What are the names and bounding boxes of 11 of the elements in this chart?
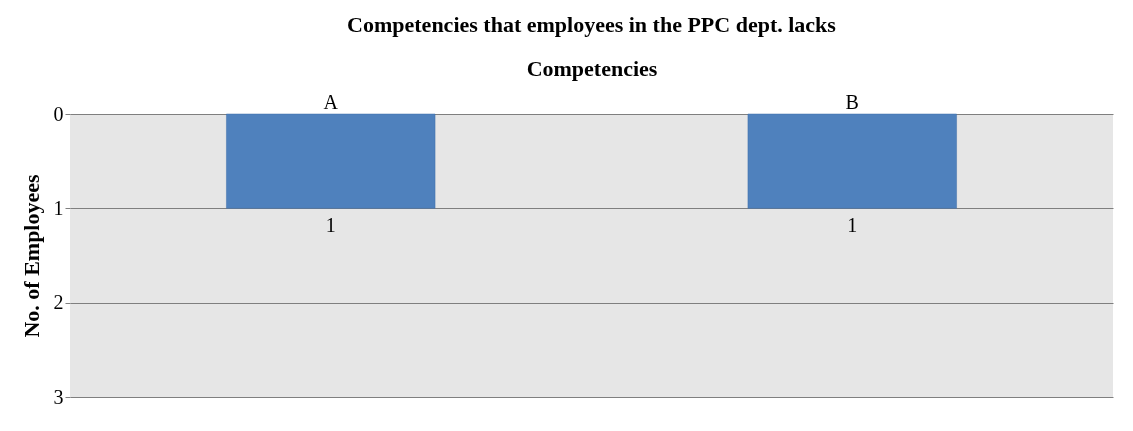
chart-title: Competencies that employees in the PPC dept. lacks: [347, 12, 837, 37]
y-axis-title: No. of Employees: [18, 173, 44, 338]
x-tick-label: A: [323, 90, 339, 113]
data-label: 1: [325, 214, 336, 237]
x-tick-label: B: [845, 90, 859, 113]
y-tick-label: 0: [53, 102, 64, 125]
y-tick-label: 2: [53, 291, 64, 314]
data-label: 1: [847, 214, 858, 237]
x-axis-title: Competencies: [526, 55, 658, 81]
y-tick-label: 3: [53, 385, 64, 408]
y-tick-label: 1: [53, 196, 64, 219]
